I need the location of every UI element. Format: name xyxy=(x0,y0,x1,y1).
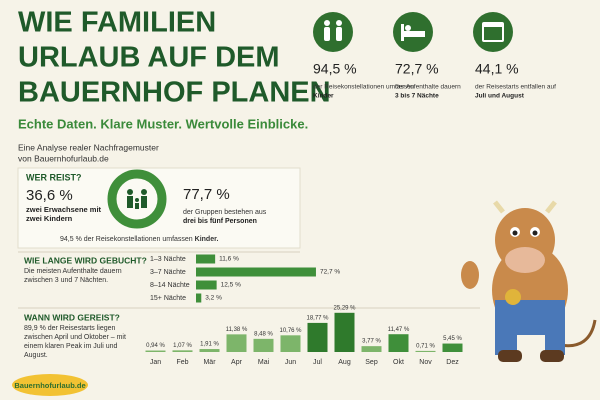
bar xyxy=(442,343,463,352)
bar xyxy=(280,335,301,352)
x-tick-label: Sep xyxy=(365,359,378,366)
x-tick-label: Apr xyxy=(231,359,243,366)
category-label: 3–7 Nächte xyxy=(150,269,186,276)
chart-subtitle-box: Die meisten Aufenthalte dauern zwischen … xyxy=(24,268,122,285)
chart-title: WIE LANGE WIRD GEBUCHT? xyxy=(24,255,147,265)
value-label: 1,91 % xyxy=(200,342,219,348)
bar xyxy=(253,338,274,352)
stat-highlight: Juli und August xyxy=(475,93,525,100)
x-tick-label: Jul xyxy=(313,359,322,366)
value-label: 12,5 % xyxy=(221,282,241,289)
x-tick-label: Mär xyxy=(203,359,216,366)
value-label: 11,6 % xyxy=(219,256,239,263)
value-label: 25,29 % xyxy=(333,305,356,311)
intro: Eine Analyse realer Nachfragemuster xyxy=(18,142,159,152)
chart-subtitle: Die meisten Aufenthalte dauern zwischen … xyxy=(24,268,122,285)
family-icon xyxy=(127,189,147,209)
title-line: WIE FAMILIEN xyxy=(18,7,216,39)
bar xyxy=(307,322,328,352)
value-label: 11,47 % xyxy=(388,327,410,333)
note: 94,5 % der Reisekonstellationen umfassen… xyxy=(60,236,218,243)
chart-subtitle: 89,9 % der Reisestarts liegen zwischen A… xyxy=(24,325,126,360)
bar xyxy=(196,267,316,277)
bar xyxy=(172,350,193,352)
x-tick-label: Okt xyxy=(393,359,404,366)
bar xyxy=(361,346,382,352)
value-label: 10,76 % xyxy=(279,328,302,334)
value-label: 3,2 % xyxy=(205,295,222,302)
value-label: 1,07 % xyxy=(173,343,192,349)
stat-value: 36,6 % xyxy=(26,187,73,204)
stat-highlight: Kinder xyxy=(313,93,334,100)
x-tick-label: Dez xyxy=(446,359,459,366)
category-label: 1–3 Nächte xyxy=(150,256,186,263)
section-heading: WER REIST? xyxy=(26,172,82,182)
stat-text: der Reisestarts entfallen auf xyxy=(475,84,556,91)
stat-value: 72,7 % xyxy=(395,61,439,77)
stat-text: zwei Erwachsene mit zwei Kindern xyxy=(26,205,102,223)
logo-badge xyxy=(12,374,88,396)
stat-text: der Reisekonstellationen umfassen xyxy=(313,84,415,91)
bar xyxy=(199,349,220,352)
stat-highlight: 3 bis 7 Nächte xyxy=(395,93,439,100)
stat-text: der Gruppen bestehen aus xyxy=(183,209,267,216)
x-tick-label: Aug xyxy=(338,359,351,366)
bar xyxy=(388,334,409,352)
cow-mascot xyxy=(461,200,597,362)
value-label: 3,77 % xyxy=(362,339,381,345)
value-label: 0,94 % xyxy=(146,343,165,349)
value-label: 0,71 % xyxy=(416,343,435,349)
stat-value: 77,7 % xyxy=(183,186,230,203)
title-line: URLAUB AUF DEM xyxy=(18,42,280,74)
note-highlight: Kinder. xyxy=(195,236,219,243)
donut xyxy=(107,169,167,229)
bar xyxy=(415,350,436,352)
value-label: 18,77 % xyxy=(306,315,329,321)
intro: von Bauernhofurlaub.de xyxy=(18,153,109,163)
stat-value: 94,5 % xyxy=(313,61,357,77)
category-label: 15+ Nächte xyxy=(150,295,186,302)
bar xyxy=(334,312,355,352)
bar xyxy=(226,334,247,352)
category-label: 8–14 Nächte xyxy=(150,282,190,289)
bar xyxy=(145,350,166,352)
chart-title: WANN WIRD GEREIST? xyxy=(24,312,120,322)
x-tick-label: Jan xyxy=(150,359,161,366)
note-text: 94,5 % der Reisekonstellationen umfassen xyxy=(60,236,193,243)
x-tick-label: Mai xyxy=(258,359,270,366)
subtitle: Echte Daten. Klare Muster. Wertvolle Ein… xyxy=(18,116,308,131)
x-tick-label: Feb xyxy=(176,359,188,366)
value-label: 72,7 % xyxy=(320,269,340,276)
stat-icons xyxy=(313,12,513,52)
value-label: 8,48 % xyxy=(254,331,273,337)
bar xyxy=(196,293,202,303)
chart-subtitle-box: 89,9 % der Reisestarts liegen zwischen A… xyxy=(24,325,126,360)
bar xyxy=(196,280,217,290)
x-tick-label: Jun xyxy=(285,359,296,366)
logo: Bauernhofurlaub.de xyxy=(14,381,85,390)
value-label: 5,45 % xyxy=(443,336,462,342)
x-tick-label: Nov xyxy=(419,359,432,366)
value-label: 11,38 % xyxy=(226,327,248,333)
stat-text: drei bis fünf Personen xyxy=(183,218,257,225)
stat-text: der Aufenthalte dauern xyxy=(395,84,461,91)
stat-value: 44,1 % xyxy=(475,61,519,77)
title-line: BAUERNHOF PLANEN xyxy=(18,77,331,109)
bar xyxy=(196,254,216,264)
